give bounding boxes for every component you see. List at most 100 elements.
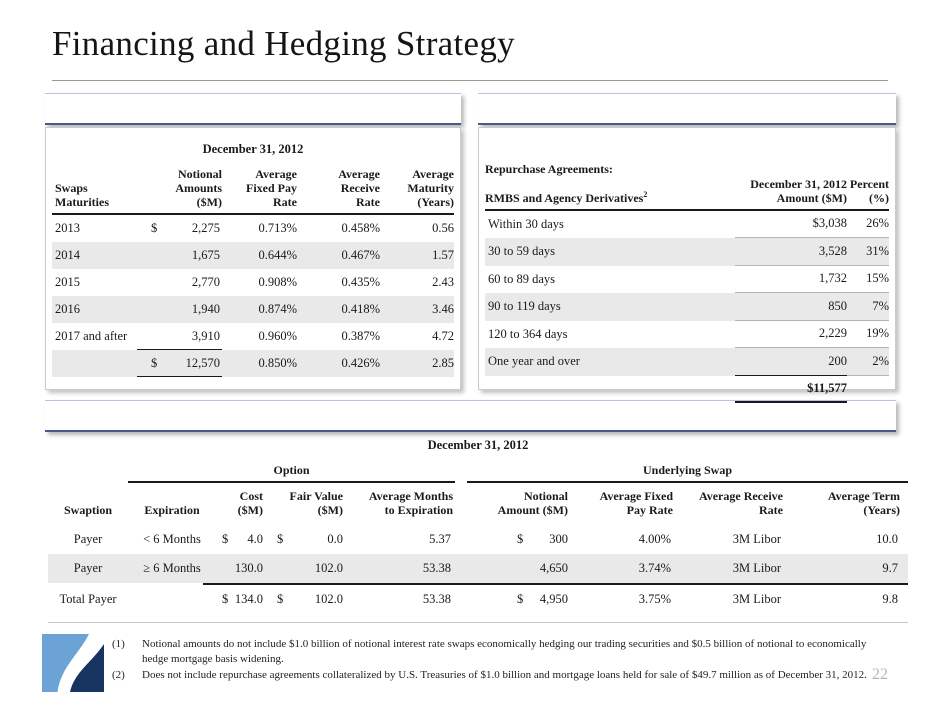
value: 0.0 — [327, 532, 343, 547]
financing-panel-header: Financing — [478, 93, 896, 125]
cell-amount: 200 — [735, 348, 847, 376]
cell-amount: 850 — [735, 293, 847, 321]
header-line2: RMBS and Agency Derivatives — [485, 191, 644, 206]
cell-receive: 0.458% — [341, 221, 380, 236]
table-bottom-rule — [48, 622, 908, 623]
currency-sign: $ — [517, 592, 524, 607]
cell-receive: 0.418% — [341, 302, 380, 317]
col-header-swaption: Swaption — [63, 503, 113, 518]
cell-notional: 1,675 — [137, 242, 222, 269]
footnotes: (1) Notional amounts do not include $1.0… — [112, 637, 890, 683]
swaptions-panel-title: Interest Rate Swaptions — [374, 405, 567, 425]
cell-fixed-pay: 0.644% — [258, 248, 297, 263]
value: 4,650 — [539, 561, 568, 576]
table-row: 30 to 59 days 3,528 31% — [485, 238, 889, 266]
currency-sign: $ — [222, 592, 229, 607]
cell-fixed-pay-total: 3.75% — [638, 592, 671, 607]
cell-amount: 1,732 — [735, 266, 847, 294]
currency-sign: $ — [277, 592, 284, 607]
currency-sign: $ — [222, 532, 229, 547]
cell-percent: 26% — [847, 211, 889, 239]
col-header-avg-receive: Average Receive Rate — [698, 489, 783, 518]
table-total-row: Total Payer $134.0 $102.0 53.38 $4,950 3… — [48, 585, 908, 614]
table-row: 120 to 364 days 2,229 19% — [485, 321, 889, 349]
table-total-row: $12,570 0.850% 0.426% 2.85 — [52, 350, 454, 378]
cell-avg-months: 53.38 — [422, 561, 451, 576]
cell-maturity: 2013 — [55, 221, 80, 236]
swaptions-as-of-date: December 31, 2012 — [427, 438, 529, 452]
value: 102.0 — [314, 592, 343, 607]
table-row: 2016 1,940 0.874% 0.418% 3.46 — [52, 296, 454, 324]
col-header-swaps-maturities: Swaps Maturities — [55, 181, 109, 210]
header-line1: Repurchase Agreements: — [485, 162, 613, 177]
swaptions-column-headers: Swaption Expiration Cost ($M) Fair Value… — [48, 489, 908, 525]
currency-sign: $ — [517, 532, 524, 547]
cell-percent: 19% — [847, 321, 889, 349]
cell-fair-value-total: $102.0 — [271, 592, 351, 607]
footnote-marker: (1) — [112, 638, 125, 650]
cell-avg-maturity: 3.46 — [432, 302, 454, 317]
cell-notional: $300 — [461, 532, 576, 547]
cell-cost-total: $134.0 — [216, 592, 271, 607]
cell-notional: 2,770 — [137, 269, 222, 296]
cell-label: 60 to 89 days — [488, 271, 556, 286]
cell-notional-total: $12,570 — [137, 350, 222, 378]
cell-receive-total: 0.426% — [341, 356, 380, 371]
col-header-receive: Average Receive Rate — [338, 167, 380, 210]
col-header-repo-agreements: Repurchase Agreements: RMBS and Agency D… — [485, 148, 735, 206]
cell-term: 9.7 — [882, 561, 898, 576]
footnote-marker: (2) — [112, 668, 125, 681]
financing-panel: Financing Repurchase Agreements: RMBS an… — [478, 93, 896, 404]
value: 300 — [549, 532, 568, 547]
value: 130.0 — [234, 561, 263, 576]
swaps-panel-header: Interest Rate Swaps 1 — [45, 93, 461, 125]
col-header-fair-value: Fair Value ($M) — [289, 489, 343, 518]
cell-swaption: Payer — [73, 532, 103, 547]
table-row: 2017 and after 3,910 0.960% 0.387% 4.72 — [52, 323, 454, 351]
cell-maturity: 2017 and after — [55, 329, 128, 344]
cell-label: 30 to 59 days — [488, 244, 556, 259]
col-header-avg-term: Average Term (Years) — [827, 489, 900, 518]
cell-avg-months-total: 53.38 — [422, 592, 451, 607]
cell-term-total: 9.8 — [882, 592, 898, 607]
currency-sign: $ — [151, 355, 158, 370]
cell-fair-value: 102.0 — [271, 561, 351, 576]
cell-cost: 130.0 — [216, 561, 271, 576]
cell-percent: 7% — [847, 293, 889, 321]
cell-fixed-pay: 0.960% — [258, 329, 297, 344]
table-total-row: $11,577 — [485, 376, 889, 404]
page-title: Financing and Hedging Strategy — [52, 24, 515, 63]
cell-label: One year and over — [488, 354, 580, 369]
cell-maturity: 2014 — [55, 248, 80, 263]
currency-sign: $ — [277, 532, 284, 547]
cell-fixed-pay: 0.874% — [258, 302, 297, 317]
financing-column-headers: Repurchase Agreements: RMBS and Agency D… — [485, 148, 889, 211]
footnote-text: Does not include repurchase agreements c… — [142, 668, 867, 681]
col-header-avg-maturity: Average Maturity (Years) — [407, 167, 454, 210]
financing-table: Repurchase Agreements: RMBS and Agency D… — [478, 127, 896, 404]
cell-fixed-pay: 0.713% — [258, 221, 297, 236]
col-header-cost: Cost ($M) — [237, 489, 263, 518]
value: 2,275 — [191, 221, 220, 236]
table-row: 60 to 89 days 1,732 15% — [485, 266, 889, 294]
cell-amount: 2,229 — [735, 321, 847, 349]
financing-panel-title: Financing — [646, 98, 728, 118]
page-number: 22 — [872, 666, 888, 683]
cell-amount: 3,528 — [735, 238, 847, 266]
table-row: Within 30 days $3,038 26% — [485, 211, 889, 239]
cell-receive: 3M Libor — [732, 532, 781, 547]
cell-avg-maturity: 4.72 — [432, 329, 454, 344]
cell-notional-total: $4,950 — [461, 592, 576, 607]
table-row: Payer ≥ 6 Months 130.0 102.0 53.38 4,650… — [48, 554, 908, 584]
value: 3,910 — [191, 328, 220, 343]
table-row: 90 to 119 days 850 7% — [485, 293, 889, 321]
table-row: Payer < 6 Months $4.0 $0.0 5.37 $300 4.0… — [48, 525, 908, 554]
interest-rate-swaps-panel: Interest Rate Swaps 1 December 31, 2012 S… — [45, 93, 461, 390]
cell-receive: 0.467% — [341, 248, 380, 263]
cell-receive: 3M Libor — [732, 561, 781, 576]
total-rule — [203, 583, 908, 586]
value: 12,570 — [185, 355, 220, 370]
col-header-amount: December 31, 2012 Amount ($M) — [750, 177, 847, 206]
cell-term: 10.0 — [876, 532, 898, 547]
cell-receive: 0.387% — [341, 329, 380, 344]
